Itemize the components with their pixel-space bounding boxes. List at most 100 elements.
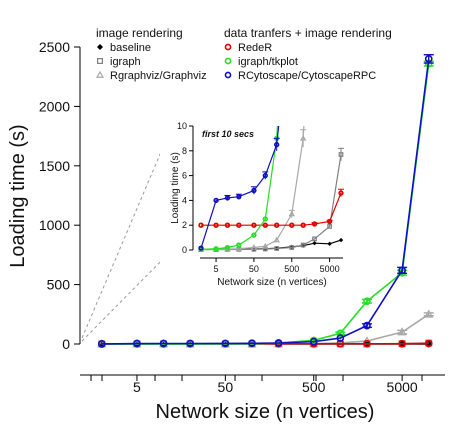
inset-y-axis-title: Loading time (s) bbox=[170, 152, 181, 224]
inset-data-point bbox=[312, 240, 317, 246]
x-axis-ticks: 5 50 500 5000 bbox=[90, 375, 423, 395]
inset-data-point bbox=[198, 222, 204, 228]
inset-x-tick-label: 50 bbox=[249, 264, 259, 274]
data-point bbox=[424, 309, 434, 318]
legend-item: igraph bbox=[96, 56, 141, 68]
inset-data-point bbox=[224, 195, 231, 201]
inset-x-axis-ticks: 5 50 500 5000 bbox=[214, 258, 340, 274]
legend-label: Rgraphviz/Graphviz bbox=[110, 70, 207, 82]
inset-data-point bbox=[327, 224, 332, 229]
series-line bbox=[101, 313, 430, 345]
inset-data-point bbox=[327, 241, 332, 246]
inset-guide-lower bbox=[81, 249, 173, 342]
inset-guide-upper bbox=[81, 125, 173, 339]
inset-data-point bbox=[262, 242, 269, 249]
data-point bbox=[336, 329, 345, 338]
inset-y-tick-label: 8 bbox=[182, 146, 187, 156]
data-point bbox=[424, 55, 433, 63]
y-tick-label: 2500 bbox=[39, 39, 70, 55]
data-point bbox=[398, 339, 406, 348]
data-point bbox=[97, 340, 106, 348]
inset-y-tick-label: 0 bbox=[182, 245, 187, 255]
legend-marker bbox=[95, 70, 105, 78]
inset-data-point bbox=[338, 190, 344, 196]
y-tick-label: 500 bbox=[47, 277, 71, 293]
series-5 bbox=[97, 54, 434, 348]
inset-x-tick-label: 5000 bbox=[320, 264, 340, 274]
inset-data-point bbox=[299, 134, 307, 141]
data-point bbox=[363, 321, 371, 330]
inset-data-point bbox=[289, 222, 295, 228]
legend-item: baseline bbox=[97, 42, 151, 54]
legend-label: igraph bbox=[110, 56, 141, 68]
legend-marker bbox=[96, 57, 103, 64]
series-layer bbox=[97, 54, 434, 348]
series-2 bbox=[97, 309, 434, 348]
y-tick-label: 1000 bbox=[39, 217, 70, 233]
y-axis-ticks: 0 500 1000 1500 2000 2500 bbox=[39, 39, 80, 352]
inset-data-point bbox=[236, 222, 242, 228]
inset-data-point bbox=[224, 222, 231, 228]
x-tick-label: 500 bbox=[302, 379, 326, 395]
legend-marker bbox=[224, 43, 232, 51]
data-point bbox=[397, 327, 407, 336]
legend-label: baseline bbox=[110, 42, 151, 54]
inset-data-point bbox=[274, 141, 280, 148]
legend-item: RCytoscape/CytoscapeRPC bbox=[224, 70, 376, 82]
inset-data-point bbox=[250, 244, 258, 250]
inset-title: first 10 secs bbox=[202, 129, 254, 139]
inset-x-axis-title: Network size (n vertices) bbox=[217, 277, 326, 288]
inset-x-tick-label: 5 bbox=[214, 264, 219, 274]
y-tick-label: 0 bbox=[62, 336, 70, 352]
data-point bbox=[309, 337, 318, 346]
inset-data-point bbox=[213, 246, 219, 252]
inset-data-point bbox=[213, 222, 219, 228]
inset-data-point bbox=[300, 222, 306, 228]
x-axis-title: Network size (n vertices) bbox=[156, 401, 375, 423]
legend-label: RCytoscape/CytoscapeRPC bbox=[238, 70, 376, 82]
data-point bbox=[274, 339, 283, 347]
legend-group-title: image rendering bbox=[96, 26, 183, 40]
inset-data-point bbox=[326, 218, 333, 225]
legend-label: RedeR bbox=[238, 42, 272, 54]
inset-y-tick-label: 2 bbox=[182, 220, 187, 230]
inset-data-point bbox=[236, 242, 242, 248]
inset-data-point bbox=[251, 232, 257, 238]
inset-x-tick-label: 500 bbox=[284, 264, 299, 274]
y-tick-label: 1500 bbox=[39, 158, 70, 174]
inset-data-point bbox=[311, 221, 318, 227]
y-axis-title: Loading time (s) bbox=[7, 124, 29, 267]
inset-y-tick-label: 4 bbox=[182, 195, 187, 205]
inset-data-point bbox=[300, 242, 306, 248]
inset-data-point bbox=[274, 222, 280, 228]
data-point bbox=[248, 339, 256, 348]
legend-item: igraph/tkplot bbox=[224, 56, 298, 68]
data-point bbox=[363, 297, 371, 306]
inset-data-point bbox=[262, 246, 268, 252]
inset-data-point bbox=[338, 237, 344, 243]
inset-data-point bbox=[312, 236, 317, 242]
inset-plot: 0 2 4 6 8 10 5 50 500 5000 first 10 secs Network… bbox=[160, 120, 360, 300]
inset-data-point bbox=[235, 245, 243, 252]
inset-data-point bbox=[213, 197, 219, 204]
legend-marker bbox=[224, 71, 232, 79]
inset-data-point bbox=[262, 216, 268, 222]
data-point bbox=[133, 339, 141, 348]
inset-data-point bbox=[251, 222, 257, 228]
legend-group-title: data tranfers + image rendering bbox=[224, 26, 392, 40]
legend-marker bbox=[224, 57, 232, 65]
x-tick-label: 50 bbox=[218, 379, 234, 395]
inset-y-tick-label: 10 bbox=[177, 121, 187, 131]
inset-series-3 bbox=[198, 188, 344, 228]
inset-data-point bbox=[251, 187, 257, 194]
legend-label: igraph/tkplot bbox=[238, 56, 298, 68]
inset-series-5 bbox=[198, 126, 280, 251]
legend-marker bbox=[97, 44, 103, 50]
legend-item: Rgraphviz/Graphviz bbox=[95, 70, 207, 82]
y-tick-label: 2000 bbox=[39, 98, 70, 114]
inset-data-point bbox=[262, 222, 268, 228]
inset-data-point bbox=[273, 236, 280, 243]
legend: image rendering baseline igraph Rgraphviz/G… bbox=[95, 26, 392, 82]
